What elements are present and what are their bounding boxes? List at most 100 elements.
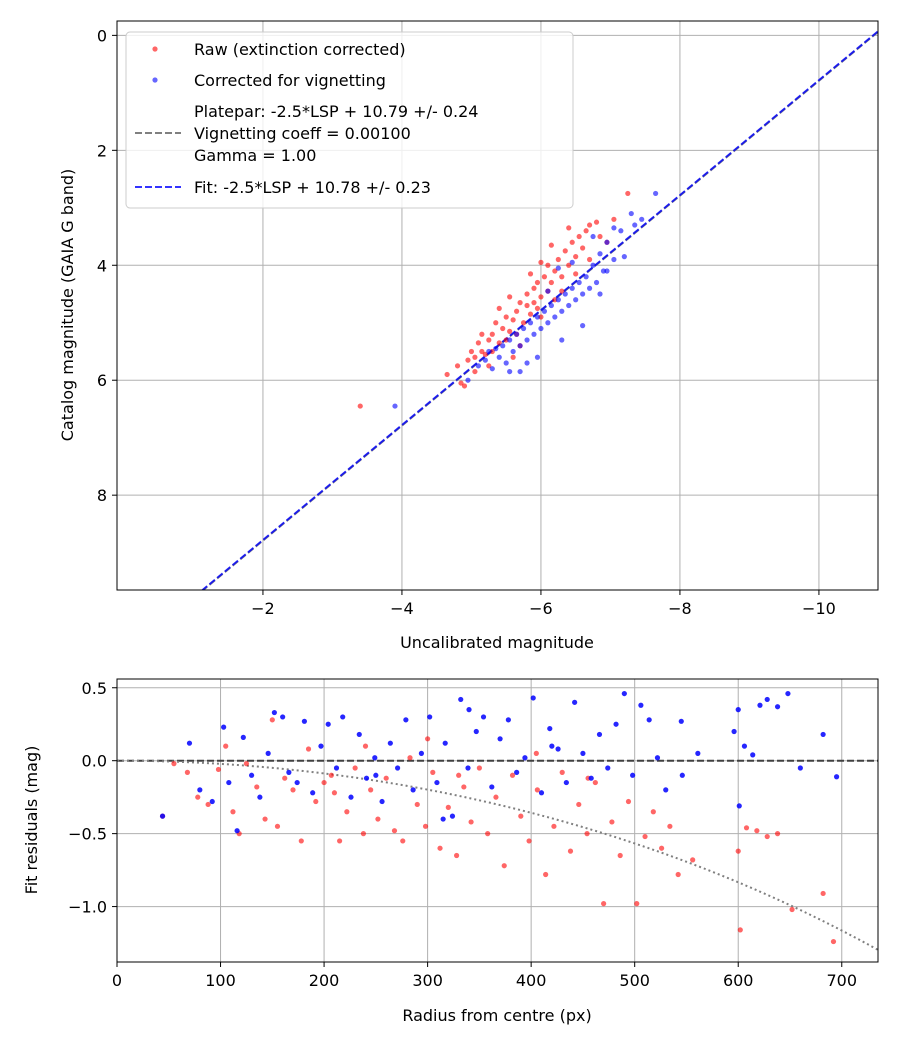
data-point <box>590 233 596 240</box>
x-tick-label: −4 <box>390 599 414 618</box>
series-raw <box>357 190 631 409</box>
data-point <box>653 190 659 197</box>
data-point <box>503 360 509 366</box>
data-point <box>757 702 763 708</box>
x-tick-label: 300 <box>412 971 443 990</box>
series-corrected <box>159 690 840 834</box>
legend-label-platepar-line1: Platepar: -2.5*LSP + 10.79 +/- 0.24 <box>194 102 478 121</box>
data-point <box>555 746 561 752</box>
data-point <box>576 279 582 286</box>
data-point <box>496 354 502 360</box>
series-raw <box>159 717 837 945</box>
legend-label-corrected: Corrected for vignetting <box>194 71 386 90</box>
y-tick-label: 2 <box>97 141 107 160</box>
legend-marker-raw <box>152 46 158 52</box>
data-point <box>517 343 523 349</box>
data-point <box>741 743 748 749</box>
data-point <box>534 279 541 286</box>
data-point <box>678 718 684 724</box>
y-axis-label: Fit residuals (mag) <box>22 746 41 895</box>
data-point <box>221 724 227 730</box>
data-point <box>654 755 661 761</box>
data-point <box>527 320 534 326</box>
data-point <box>533 750 539 756</box>
data-point <box>731 728 737 735</box>
data-point <box>507 328 513 334</box>
data-point <box>573 271 579 277</box>
data-point <box>234 828 240 834</box>
data-point <box>280 714 286 720</box>
data-point <box>764 696 770 703</box>
data-point <box>675 871 681 878</box>
x-tick-label: 0 <box>112 971 122 990</box>
data-point <box>262 816 268 822</box>
data-point <box>548 302 554 309</box>
data-point <box>520 325 527 332</box>
data-point <box>632 222 638 228</box>
data-point <box>226 779 232 786</box>
data-point <box>534 305 541 311</box>
data-point <box>496 305 502 311</box>
data-point <box>286 769 292 775</box>
data-point <box>586 222 593 228</box>
data-point <box>625 190 631 197</box>
x-tick-label: 700 <box>826 971 857 990</box>
data-point <box>442 740 448 746</box>
data-point <box>392 403 398 409</box>
data-point <box>500 343 506 349</box>
x-tick-label: −10 <box>802 599 836 618</box>
data-point <box>663 787 669 793</box>
data-point <box>534 787 540 793</box>
data-point <box>480 714 487 720</box>
x-tick-label: 400 <box>516 971 547 990</box>
data-point <box>325 721 331 727</box>
x-tick-label: −2 <box>251 599 275 618</box>
data-point <box>394 765 401 771</box>
data-point <box>613 721 619 727</box>
y-tick-label: −0.5 <box>68 825 107 844</box>
data-point <box>437 845 443 851</box>
data-point <box>274 823 281 829</box>
data-point <box>526 838 532 844</box>
data-point <box>444 371 450 378</box>
data-point <box>265 750 271 756</box>
data-point <box>360 831 367 837</box>
data-point <box>472 354 478 360</box>
data-point <box>383 775 389 781</box>
data-point <box>159 813 166 819</box>
data-point <box>497 736 503 742</box>
data-point <box>576 233 582 240</box>
data-point <box>646 717 652 723</box>
data-point <box>559 308 565 314</box>
data-point <box>269 717 275 723</box>
data-point <box>538 259 544 265</box>
plot-frame <box>116 20 879 591</box>
legend: Raw (extinction corrected) Corrected for… <box>125 31 574 209</box>
data-point <box>282 775 288 781</box>
data-point <box>559 337 565 343</box>
data-point <box>580 323 586 329</box>
data-point <box>482 351 488 357</box>
data-point <box>580 245 586 251</box>
data-point <box>458 696 464 703</box>
data-point <box>500 325 506 332</box>
data-point <box>545 262 551 268</box>
data-point <box>735 848 741 854</box>
data-point <box>580 291 586 297</box>
data-points <box>159 690 840 945</box>
data-point <box>310 790 316 796</box>
x-tick-label: 500 <box>619 971 650 990</box>
data-point <box>524 291 530 297</box>
data-point <box>456 772 462 778</box>
data-point <box>634 901 640 907</box>
data-point <box>215 766 222 773</box>
data-point <box>430 769 436 775</box>
x-tick-label: −6 <box>529 599 553 618</box>
data-point <box>496 340 502 346</box>
data-point <box>566 225 572 231</box>
data-point <box>230 809 236 815</box>
data-point <box>555 297 561 303</box>
data-point <box>609 819 615 825</box>
data-point <box>617 852 623 859</box>
